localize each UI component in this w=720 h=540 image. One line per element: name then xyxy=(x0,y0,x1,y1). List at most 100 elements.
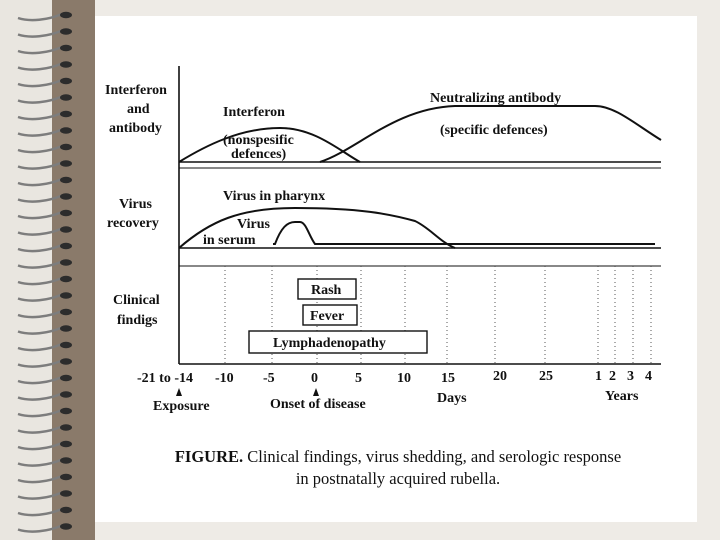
spiral-hole xyxy=(60,143,72,151)
spiral-hole xyxy=(60,473,72,481)
clinical-row-label-2: findigs xyxy=(117,313,158,328)
virus-serum-label-1: Virus xyxy=(237,217,270,232)
tick-label: 0 xyxy=(311,371,318,386)
spiral-coil xyxy=(17,243,63,253)
spiral-coil xyxy=(17,408,63,418)
tick-label: 5 xyxy=(355,371,362,386)
spiral-hole xyxy=(60,242,72,250)
spiral-coil xyxy=(17,194,63,203)
spiral-coil xyxy=(17,359,63,368)
nonspecific-label-1: (nonspesific xyxy=(223,133,294,148)
spiral-hole xyxy=(60,94,72,101)
figure-caption: FIGURE. Clinical findings, virus sheddin… xyxy=(113,446,683,490)
spiral-coil xyxy=(17,111,63,121)
spiral-coil xyxy=(17,177,63,187)
spiral-coil xyxy=(17,458,63,467)
rash-label: Rash xyxy=(311,283,342,298)
caption-line-1: Clinical findings, virus shedding, and s… xyxy=(243,447,622,466)
spiral-coil xyxy=(17,491,63,500)
spiral-hole xyxy=(60,176,72,184)
spiral-hole xyxy=(60,28,72,35)
virus-row-label-2: recovery xyxy=(107,216,159,231)
specific-defences-label: (specific defences) xyxy=(440,123,548,138)
spiral-coil xyxy=(17,441,63,451)
spiral-hole xyxy=(60,424,72,431)
spiral-hole xyxy=(60,506,72,514)
spiral-hole xyxy=(60,226,72,233)
spiral-hole xyxy=(60,440,72,448)
exposure-marker-icon xyxy=(176,388,182,396)
virus-serum-curve xyxy=(273,221,655,245)
tick-label: -10 xyxy=(215,371,234,386)
spiral-coil xyxy=(17,210,63,220)
spiral-coil xyxy=(17,392,63,401)
neutralizing-antibody-curve xyxy=(319,105,662,163)
spiral-coil xyxy=(17,12,63,22)
spiral-coil xyxy=(17,309,63,319)
nonspecific-label-2: defences) xyxy=(231,147,287,162)
spiral-coil xyxy=(17,62,63,71)
spiral-hole xyxy=(60,341,72,349)
spiral-hole xyxy=(60,11,72,19)
onset-label: Onset of disease xyxy=(270,397,366,412)
spiral-coil xyxy=(17,293,63,302)
caption-prefix: FIGURE. xyxy=(174,447,244,466)
spiral-coil xyxy=(17,326,63,335)
spiral-coil xyxy=(17,474,63,484)
lymphadenopathy-label: Lymphadenopathy xyxy=(273,336,386,351)
spiral-hole xyxy=(60,61,72,68)
spiral-coil xyxy=(17,227,63,236)
interferon-row-label-2: and xyxy=(127,102,150,117)
rubella-timeline-diagram: Interferon and antibody Interferon (nons… xyxy=(105,66,662,414)
spiral-hole xyxy=(60,77,72,85)
interferon-row-label-3: antibody xyxy=(109,121,162,136)
spiral-hole xyxy=(60,374,72,382)
spiral-coil xyxy=(17,507,63,517)
spiral-coil xyxy=(17,29,63,38)
spiral-hole xyxy=(60,407,72,415)
spiral-coil xyxy=(17,144,63,154)
spiral-hole xyxy=(60,127,72,134)
spiral-hole xyxy=(60,193,72,200)
spiral-hole xyxy=(60,490,72,497)
spiral-coil xyxy=(17,45,63,55)
tick-label: 25 xyxy=(539,369,553,384)
spiral-hole xyxy=(60,209,72,217)
rash-box xyxy=(297,278,357,300)
tick-label: 3 xyxy=(627,369,634,384)
exposure-label: Exposure xyxy=(153,399,210,414)
spiral-hole xyxy=(60,275,72,283)
tick-label: 1 xyxy=(595,369,602,384)
clinical-row-label-1: Clinical xyxy=(113,293,160,308)
spiral-hole xyxy=(60,391,72,398)
spiral-hole xyxy=(60,259,72,266)
spiral-hole xyxy=(60,160,72,167)
spiral-coil xyxy=(17,425,63,434)
tick-label: -5 xyxy=(263,371,275,386)
spiral-coil xyxy=(17,375,63,385)
notebook-spiral-binding xyxy=(0,0,95,540)
spiral-coil xyxy=(17,276,63,286)
virus-pharynx-curve xyxy=(178,206,456,249)
days-label: Days xyxy=(437,391,467,406)
virus-pharynx-label: Virus in pharynx xyxy=(223,189,325,204)
interferon-row-label-1: Interferon xyxy=(105,83,167,98)
spiral-coil xyxy=(17,128,63,137)
lymphadenopathy-box xyxy=(248,330,428,354)
spiral-coil xyxy=(17,260,63,269)
spiral-hole xyxy=(60,292,72,299)
spiral-hole xyxy=(60,308,72,316)
spiral-hole xyxy=(60,457,72,464)
spiral-coil xyxy=(17,95,63,104)
caption-line-2: in postnatally acquired rubella. xyxy=(295,469,501,488)
spiral-coil xyxy=(17,524,63,533)
neutralizing-antibody-label: Neutralizing antibody xyxy=(430,91,561,106)
spiral-hole xyxy=(60,325,72,332)
tick-label: 20 xyxy=(493,369,507,384)
spiral-coil xyxy=(17,342,63,352)
tick-label: 4 xyxy=(645,369,652,384)
virus-serum-label-2: in serum xyxy=(203,233,256,248)
interferon-curve xyxy=(178,126,361,163)
virus-row-label-1: Virus xyxy=(119,197,152,212)
fever-box xyxy=(302,304,358,326)
